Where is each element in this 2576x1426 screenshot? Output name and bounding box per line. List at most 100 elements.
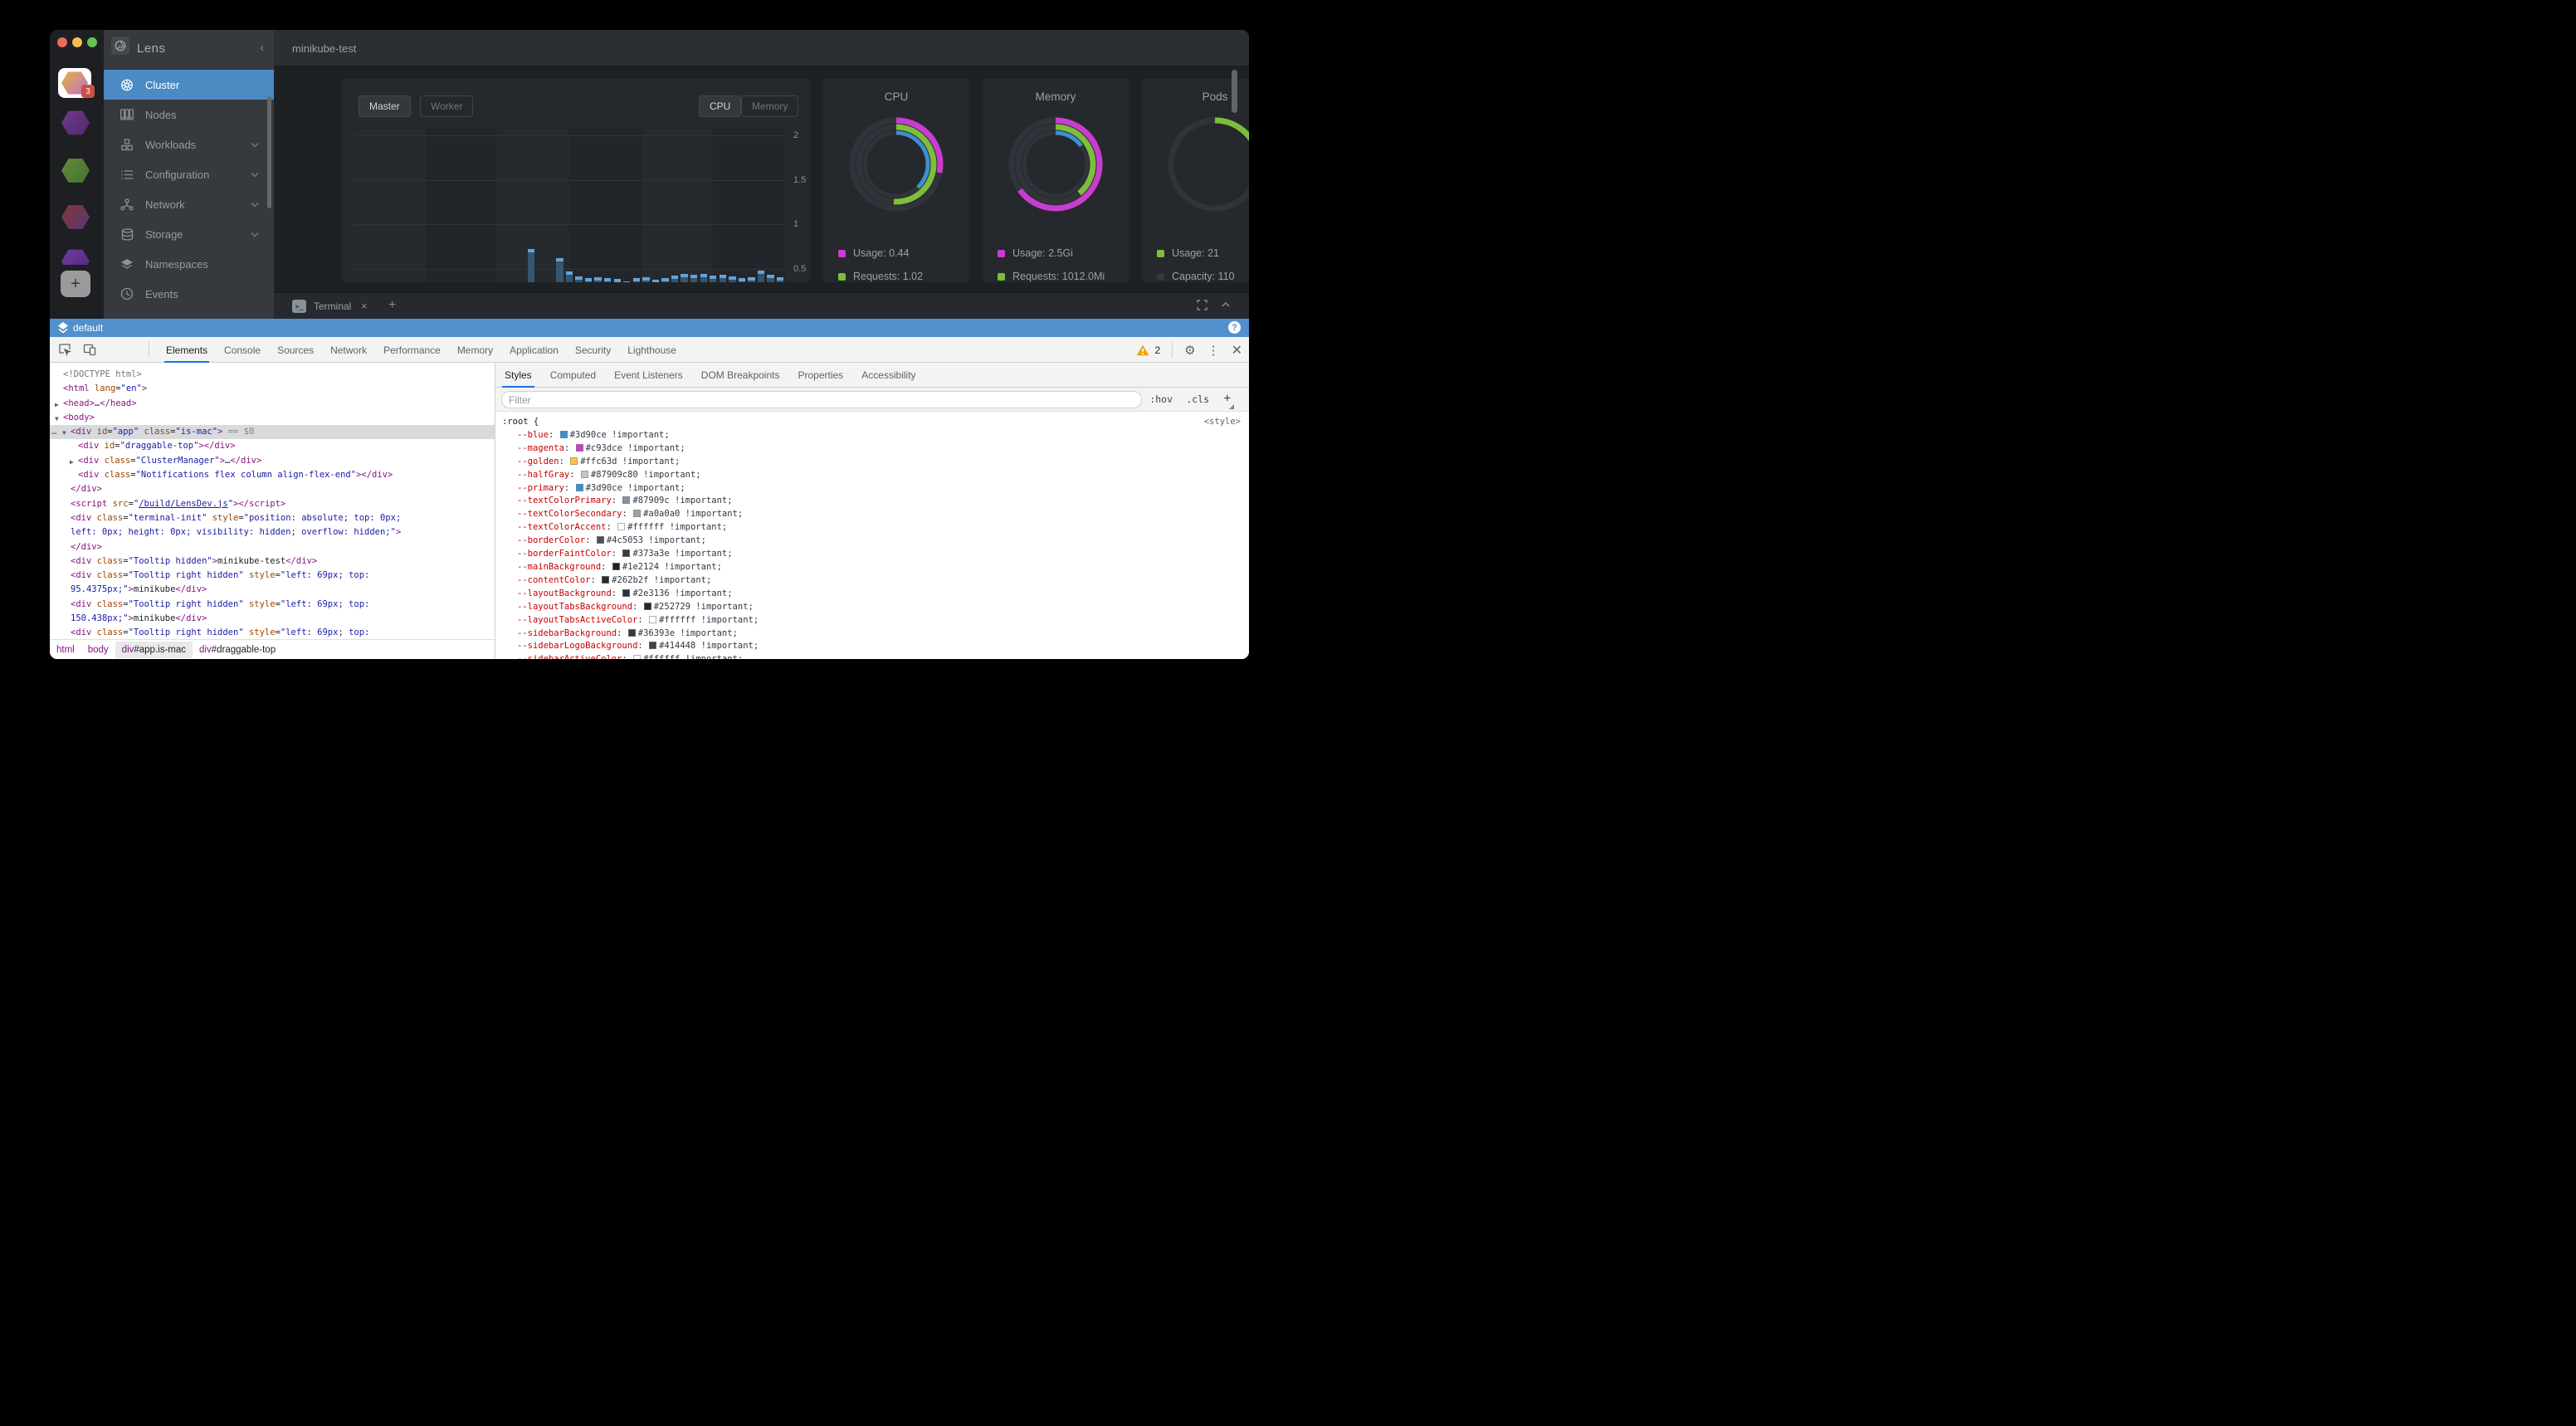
css-variable-row[interactable]: --mainBackground: #1e2124 !important; <box>495 561 1249 574</box>
dom-tree-row[interactable]: <div class="Notifications flex column al… <box>50 468 495 482</box>
dom-tree-row[interactable]: 150.438px;">minikube</div> <box>50 612 495 626</box>
css-variable-row[interactable]: --borderColor: #4c5053 !important; <box>495 535 1249 548</box>
color-swatch[interactable] <box>596 536 604 545</box>
styles-tab-properties[interactable]: Properties <box>798 369 844 381</box>
warning-icon[interactable] <box>1136 344 1149 356</box>
namespace-label[interactable]: default <box>73 322 104 334</box>
devtools-tab-elements[interactable]: Elements <box>158 337 216 363</box>
kebab-menu-icon[interactable]: ⋮ <box>1207 343 1220 358</box>
dom-tree[interactable]: <!DOCTYPE html> <html lang="en"> ▶ <head>…<… <box>50 368 495 639</box>
expanded-arrow-icon[interactable]: ▼ <box>62 429 66 437</box>
main-scrollbar[interactable] <box>1232 70 1237 113</box>
dom-tree-row[interactable]: <div class="Tooltip right hidden" style=… <box>50 626 495 639</box>
color-swatch[interactable] <box>612 562 620 570</box>
color-swatch[interactable] <box>575 483 583 491</box>
styles-tab-computed[interactable]: Computed <box>549 369 597 381</box>
color-swatch[interactable] <box>649 615 657 623</box>
color-swatch[interactable] <box>570 457 578 465</box>
styles-tab-styles[interactable]: Styles <box>495 363 541 388</box>
expanded-arrow-icon[interactable]: ▼ <box>55 414 59 422</box>
css-variable-row[interactable]: --textColorSecondary: #a0a0a0 !important… <box>495 508 1249 521</box>
new-style-rule-button[interactable]: + <box>1223 392 1231 405</box>
terminal-tab[interactable]: Terminal <box>314 300 352 312</box>
styles-tab-event-listeners[interactable]: Event Listeners <box>614 369 683 381</box>
css-variable-row[interactable]: --borderFaintColor: #373a3e !important; <box>495 548 1249 561</box>
node-tab-worker[interactable]: Worker <box>420 95 474 117</box>
color-swatch[interactable] <box>622 549 631 558</box>
dom-tree-row[interactable]: <div class="Tooltip right hidden" style=… <box>50 569 495 583</box>
dom-tree-row[interactable]: </div> <box>50 482 495 496</box>
devtools-tab-memory[interactable]: Memory <box>456 344 494 356</box>
css-variable-row[interactable]: --layoutBackground: #2e3136 !important; <box>495 588 1249 601</box>
devtools-tab-network[interactable]: Network <box>330 344 368 356</box>
sidebar-item-workloads[interactable]: Workloads <box>104 129 274 159</box>
collapsed-arrow-icon[interactable]: ▶ <box>55 400 59 408</box>
breadcrumb-item[interactable]: div#draggable-top <box>193 642 282 658</box>
css-variable-row[interactable]: --contentColor: #262b2f !important; <box>495 574 1249 588</box>
node-tab-master[interactable]: Master <box>359 95 411 117</box>
color-swatch[interactable] <box>627 628 636 637</box>
dom-tree-row[interactable]: left: 0px; height: 0px; visibility: hidd… <box>50 525 495 540</box>
cluster-icon[interactable] <box>60 247 91 265</box>
dom-tree-row[interactable]: 95.4375px;">minikube</div> <box>50 583 495 597</box>
css-variable-row[interactable]: --primary: #3d90ce !important; <box>495 482 1249 496</box>
css-variable-row[interactable]: --magenta: #c93dce !important; <box>495 442 1249 456</box>
color-swatch[interactable] <box>649 642 657 650</box>
dom-tree-row[interactable]: … ▼ <div id="app" class="is-mac"> == $0 <box>50 425 495 440</box>
breadcrumb-item[interactable]: body <box>81 642 115 658</box>
dom-tree-row[interactable]: ▼ <body> <box>50 411 495 425</box>
settings-gear-icon[interactable]: ⚙ <box>1184 343 1196 358</box>
styles-tab-dom-breakpoints[interactable]: DOM Breakpoints <box>700 369 780 381</box>
dom-tree-row[interactable]: <div class="Tooltip right hidden" style=… <box>50 598 495 612</box>
terminal-expand-icon[interactable] <box>1197 300 1208 310</box>
devtools-tab-performance[interactable]: Performance <box>383 344 441 356</box>
source-link[interactable]: /build/LensDev.js <box>139 498 228 509</box>
css-variable-row[interactable]: --blue: #3d90ce !important; <box>495 429 1249 442</box>
styles-filter-input[interactable] <box>501 391 1142 408</box>
collapse-sidebar-button[interactable]: ‹ <box>260 41 264 54</box>
css-variable-row[interactable]: --textColorPrimary: #87909c !important; <box>495 495 1249 508</box>
color-swatch[interactable] <box>622 496 631 505</box>
metric-tab-memory[interactable]: Memory <box>741 95 799 117</box>
pseudo-state-toggle[interactable]: :hov <box>1149 393 1173 405</box>
css-variable-row[interactable]: --halfGray: #87909c80 !important; <box>495 469 1249 482</box>
warning-count[interactable]: 2 <box>1154 344 1161 356</box>
color-swatch[interactable] <box>617 523 626 531</box>
color-swatch[interactable] <box>559 430 568 438</box>
breadcrumb-item[interactable]: html <box>50 642 81 658</box>
collapsed-arrow-icon[interactable]: ▶ <box>70 457 74 466</box>
css-variable-row[interactable]: --sidebarBackground: #36393e !important; <box>495 628 1249 641</box>
sidebar-item-network[interactable]: Network <box>104 189 274 219</box>
color-swatch[interactable] <box>575 443 583 452</box>
dom-tree-row[interactable]: <div class="terminal-init" style="positi… <box>50 511 495 525</box>
add-cluster-button[interactable]: + <box>61 271 90 297</box>
dom-tree-row[interactable]: <!DOCTYPE html> <box>50 368 495 382</box>
overflow-dots[interactable]: … <box>51 427 57 437</box>
terminal-close-icon[interactable]: × <box>361 300 368 312</box>
devtools-tab-application[interactable]: Application <box>510 344 559 356</box>
sidebar-item-events[interactable]: Events <box>104 279 274 309</box>
css-variable-row[interactable]: --layoutTabsActiveColor: #ffffff !import… <box>495 614 1249 628</box>
css-variable-row[interactable]: --sidebarLogoBackground: #414448 !import… <box>495 640 1249 653</box>
devtools-tab-sources[interactable]: Sources <box>277 344 315 356</box>
sidebar-item-cluster[interactable]: Cluster <box>104 70 274 100</box>
style-source-link[interactable]: <style> <box>1203 417 1241 427</box>
devtools-tab-console[interactable]: Console <box>224 344 261 356</box>
color-swatch[interactable] <box>633 655 642 659</box>
help-icon[interactable]: ? <box>1228 321 1241 334</box>
dom-tree-row[interactable]: ▶ <div class="ClusterManager">…</div> <box>50 454 495 468</box>
css-variable-row[interactable]: --layoutTabsBackground: #252729 !importa… <box>495 601 1249 614</box>
zoom-window-button[interactable] <box>87 37 97 47</box>
metric-tab-cpu[interactable]: CPU <box>699 95 742 117</box>
cluster-icon[interactable] <box>60 203 91 231</box>
sidebar-item-namespaces[interactable]: Namespaces <box>104 249 274 279</box>
color-swatch[interactable] <box>633 510 642 518</box>
color-swatch[interactable] <box>643 602 651 610</box>
color-swatch[interactable] <box>602 575 610 584</box>
device-toolbar-icon[interactable] <box>83 343 96 356</box>
sidebar-scrollbar[interactable] <box>267 96 271 208</box>
close-window-button[interactable] <box>57 37 67 47</box>
cluster-icon[interactable]: 3 <box>58 68 95 98</box>
dom-tree-row[interactable]: <html lang="en"> <box>50 382 495 396</box>
css-variable-row[interactable]: --golden: #ffc63d !important; <box>495 456 1249 469</box>
